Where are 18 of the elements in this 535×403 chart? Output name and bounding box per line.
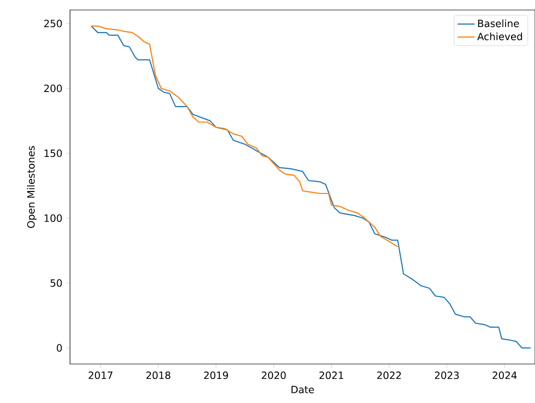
x-tick-label: 2024 <box>492 372 517 380</box>
y-tick-label: 0 <box>56 344 62 352</box>
x-tick-label: 2019 <box>204 372 228 380</box>
x-tick-label: 2023 <box>434 372 459 380</box>
y-tick-label: 100 <box>44 214 62 222</box>
y-axis-title: Open Milestones <box>26 146 37 228</box>
y-tick-label: 50 <box>50 279 62 287</box>
y-tick-label: 250 <box>44 20 62 28</box>
x-tick-label: 2018 <box>146 372 170 380</box>
x-tick-label: 2022 <box>377 372 401 380</box>
x-axis-title: Date <box>292 386 314 394</box>
legend-label: Baseline <box>478 19 519 28</box>
x-tick-label: 2020 <box>262 372 286 380</box>
y-tick-label: 150 <box>44 149 62 158</box>
x-tick-label: 2021 <box>320 372 344 380</box>
y-tick-label: 200 <box>44 84 62 92</box>
legend-label: Achieved <box>477 32 522 40</box>
x-tick-label: 2017 <box>88 372 112 380</box>
